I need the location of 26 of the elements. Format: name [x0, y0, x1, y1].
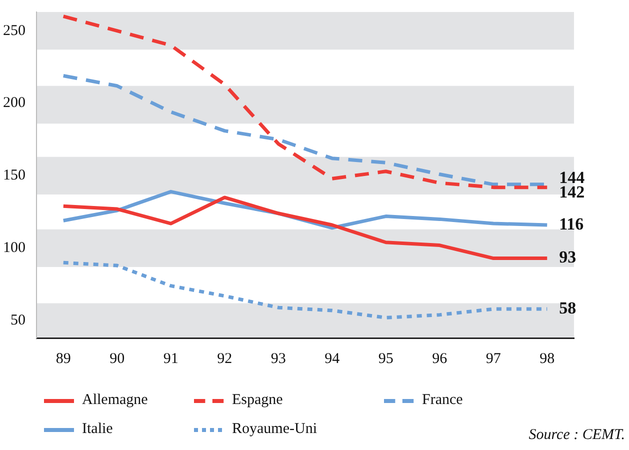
x-tick-label: 94 [324, 350, 340, 367]
legend-label: Italie [82, 421, 113, 438]
y-tick-label: 200 [3, 95, 26, 112]
legend-label: Espagne [232, 392, 283, 409]
y-tick-label: 100 [3, 240, 26, 256]
data-label: 93 [559, 248, 576, 267]
x-tick-label: 98 [540, 350, 555, 367]
x-tick-label: 93 [270, 350, 286, 367]
x-tick-label: 97 [486, 350, 502, 367]
legend-label: Royaume-Uni [232, 421, 317, 438]
x-tick-label: 91 [163, 350, 178, 367]
legend-label: Allemagne [82, 392, 148, 409]
y-tick-label: 150 [3, 168, 26, 184]
x-tick-label: 90 [110, 350, 125, 367]
x-tick-label: 96 [432, 350, 448, 367]
y-tick-label: 50 [10, 312, 26, 329]
x-tick-label: 92 [217, 350, 232, 367]
x-tick-label: 95 [378, 350, 394, 367]
data-label: 116 [559, 214, 584, 234]
legend-label: France [422, 392, 463, 409]
y-tick-label: 250 [3, 22, 26, 39]
line-series [62, 14, 549, 190]
data-label: 58 [559, 298, 576, 318]
source-note: Source : CEMT. [528, 427, 625, 444]
line-series [62, 260, 549, 320]
x-tick-label: 89 [56, 350, 71, 367]
